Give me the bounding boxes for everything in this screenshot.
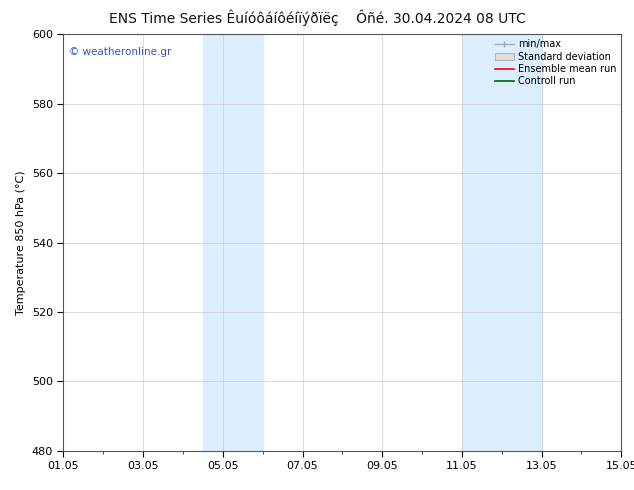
Bar xyxy=(462,34,541,451)
Text: © weatheronline.gr: © weatheronline.gr xyxy=(69,47,171,57)
Bar xyxy=(203,34,262,451)
Legend: min/max, Standard deviation, Ensemble mean run, Controll run: min/max, Standard deviation, Ensemble me… xyxy=(493,37,618,88)
Y-axis label: Temperature 850 hPa (°C): Temperature 850 hPa (°C) xyxy=(16,170,26,315)
Text: ENS Time Series Êuíóôáíôéíïýðïëç    Ôñé. 30.04.2024 08 UTC: ENS Time Series Êuíóôáíôéíïýðïëç Ôñé. 30… xyxy=(108,10,526,26)
